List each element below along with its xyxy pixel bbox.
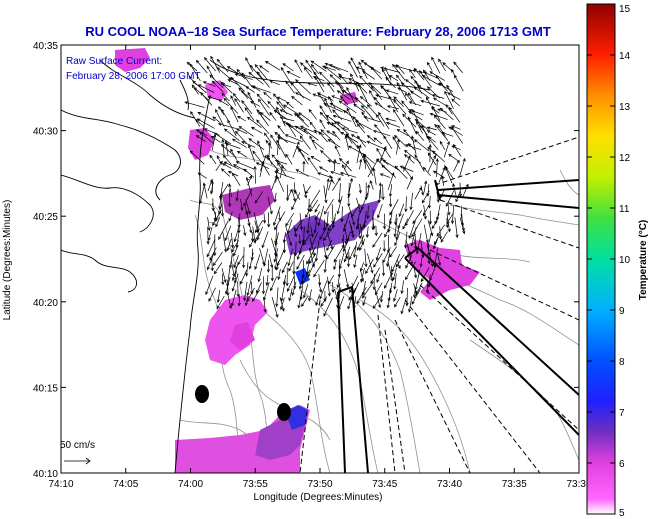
y-tick-label: 40:20 xyxy=(33,298,58,309)
colorbar-tick-label: 7 xyxy=(619,408,625,419)
y-tick-label: 40:10 xyxy=(33,469,58,480)
x-tick-label: 73:45 xyxy=(372,479,397,490)
colorbar-tick-label: 10 xyxy=(619,255,631,266)
y-axis-label: Latitude (Degrees:Minutes) xyxy=(2,200,13,321)
x-tick-label: 74:00 xyxy=(178,479,203,490)
map-title: RU COOL NOAA–18 Sea Surface Temperature:… xyxy=(85,24,551,39)
colorbar-tick-label: 12 xyxy=(619,153,631,164)
scale-label: 50 cm/s xyxy=(60,440,95,451)
colorbar-tick-label: 11 xyxy=(619,204,630,215)
x-tick-label: 73:40 xyxy=(437,479,462,490)
x-tick-label: 73:50 xyxy=(307,479,332,490)
y-tick-label: 40:25 xyxy=(33,212,58,223)
x-tick-label: 73:55 xyxy=(243,479,268,490)
y-tick-label: 40:35 xyxy=(33,41,58,52)
x-tick-label: 74:10 xyxy=(48,479,73,490)
x-tick-label: 73:35 xyxy=(502,479,527,490)
colorbar-tick-label: 14 xyxy=(619,51,631,62)
x-tick-label: 74:05 xyxy=(113,479,138,490)
plot-area xyxy=(61,45,579,473)
colorbar-tick-label: 9 xyxy=(619,306,625,317)
y-tick-label: 40:30 xyxy=(33,127,58,138)
colorbar-tick-label: 6 xyxy=(619,459,625,470)
annotation-line-2: February 28, 2006 17:00 GMT xyxy=(66,71,201,82)
colorbar-tick-label: 13 xyxy=(619,102,631,113)
annotation-line-1: Raw Surface Current: xyxy=(66,56,162,67)
station-marker xyxy=(277,403,291,421)
y-tick-label: 40:15 xyxy=(33,383,58,394)
sst-map-figure: RU COOL NOAA–18 Sea Surface Temperature:… xyxy=(0,0,651,519)
colorbar-tick-label: 5 xyxy=(619,508,625,519)
colorbar-label: Temperature (°C) xyxy=(638,220,649,301)
colorbar-tick-label: 8 xyxy=(619,357,625,368)
station-marker xyxy=(195,385,209,403)
colorbar-tick-label: 15 xyxy=(619,4,631,15)
x-axis-label: Longitude (Degrees:Minutes) xyxy=(254,492,383,503)
